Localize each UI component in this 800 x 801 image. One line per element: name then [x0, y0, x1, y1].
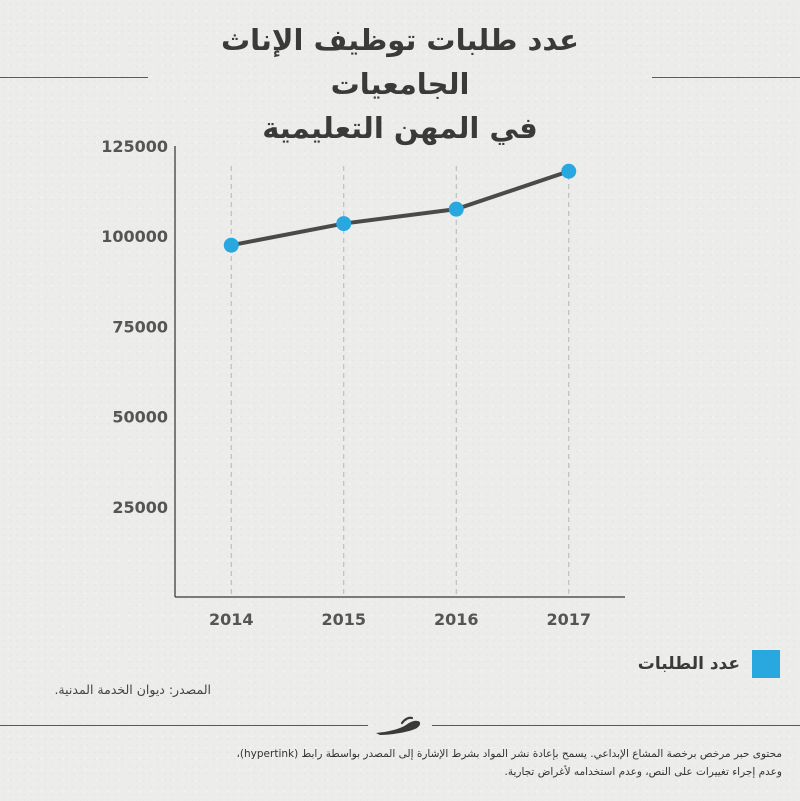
x-tick-labels: 2014 2015 2016 2017 [209, 610, 591, 629]
data-point [336, 216, 352, 232]
legend-label: عدد الطلبات [637, 654, 740, 674]
chart-title-line2: في المهن التعليمية [262, 111, 538, 145]
y-tick-label: 125000 [101, 137, 168, 156]
line-chart: 25000 50000 75000 100000 125000 2014 2015 2016… [101, 137, 625, 629]
y-tick-labels: 25000 50000 75000 100000 125000 [101, 137, 168, 517]
data-point [561, 163, 577, 179]
x-tick-label: 2017 [546, 610, 591, 629]
pen-stroke-logo-icon [376, 716, 421, 735]
grid-lines [230, 166, 570, 597]
source-note: المصدر: ديوان الخدمة المدنية. [54, 682, 211, 697]
series-line [229, 169, 571, 248]
license-note: محتوى حبر مرخص برخصة المشاع الإبداعي. يس… [12, 745, 782, 781]
legend-swatch [752, 650, 780, 678]
license-line2: وعدم إجراء تغييرات على النص، وعدم استخدا… [504, 766, 783, 778]
title-rule-left [0, 77, 148, 78]
y-tick-label: 75000 [112, 317, 168, 336]
y-tick-label: 25000 [112, 498, 168, 517]
series-points [223, 163, 577, 253]
chart-title: عدد طلبات توظيف الإناث الجامعيات في المه… [150, 18, 650, 150]
chart-title-line1: عدد طلبات توظيف الإناث الجامعيات [221, 23, 579, 101]
data-point [448, 201, 464, 217]
license-line1: محتوى حبر مرخص برخصة المشاع الإبداعي. يس… [236, 748, 782, 760]
footer-rule-right [432, 725, 800, 726]
y-tick-label: 50000 [112, 408, 168, 427]
series-lines [229, 169, 571, 248]
x-tick-label: 2016 [434, 610, 479, 629]
x-tick-label: 2015 [321, 610, 366, 629]
axes [174, 146, 625, 598]
title-rule-right [652, 77, 800, 78]
data-point [223, 237, 239, 253]
x-tick-label: 2014 [209, 610, 254, 629]
y-tick-label: 100000 [101, 227, 168, 246]
legend: عدد الطلبات [638, 650, 780, 678]
footer-rule-left [0, 725, 368, 726]
